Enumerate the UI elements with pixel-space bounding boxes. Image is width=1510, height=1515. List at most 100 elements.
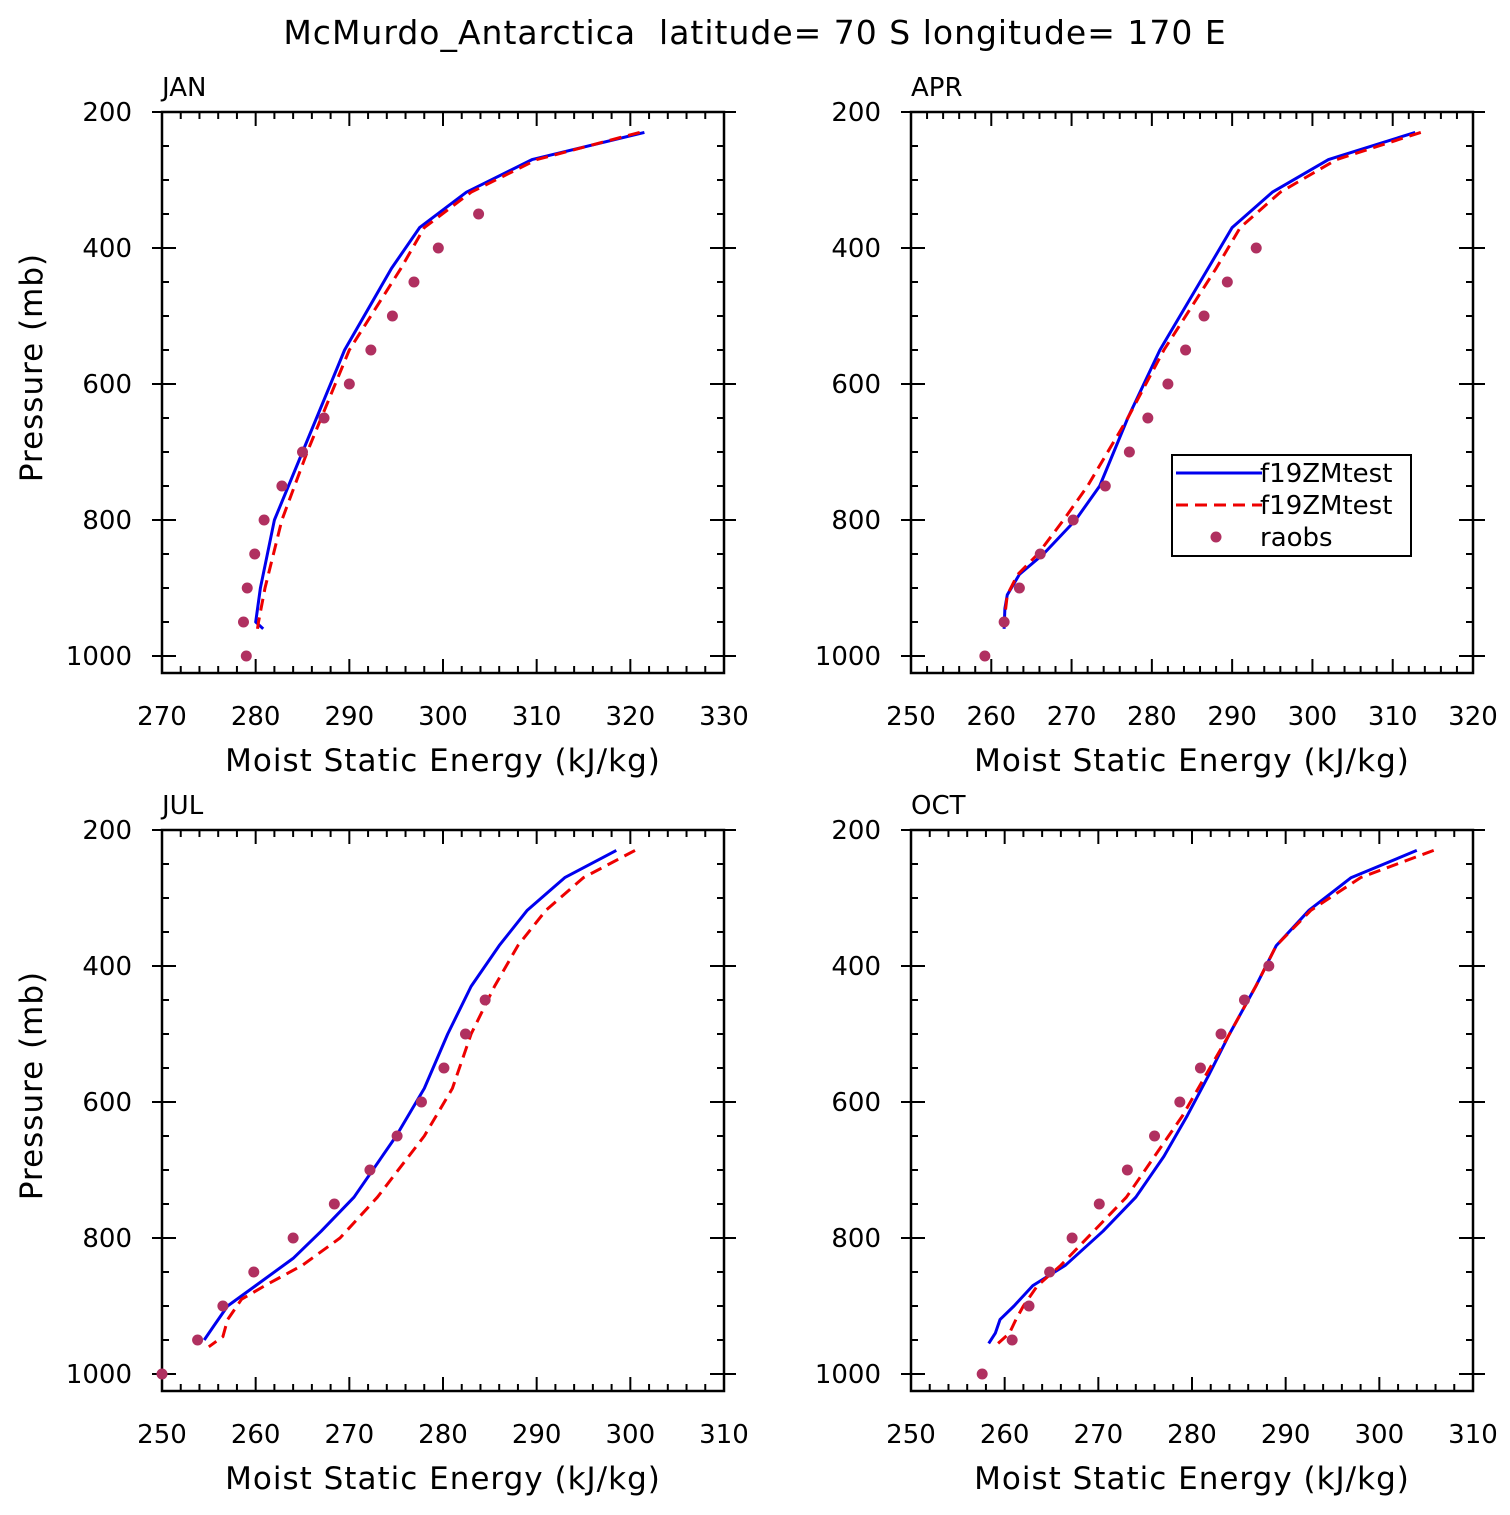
raobs-point [1093,1198,1105,1210]
raobs-point [976,1368,988,1380]
raobs-point [391,1130,403,1142]
x-tick-label: 310 [1448,1420,1498,1450]
x-tick-label: 260 [980,1420,1030,1450]
legend-dot-raobs [1210,531,1222,543]
raobs-point [998,616,1010,628]
y-ticks [152,111,736,657]
raobs-point [1174,1096,1186,1108]
raobs-point [156,1368,168,1380]
y-tick-label: 600 [82,370,132,400]
legend-label: f19ZMtest [1260,459,1392,489]
x-ticks [161,830,725,1391]
x-tick-label: 300 [1355,1420,1405,1450]
y-axis-title: Pressure (mb) [14,253,50,482]
panel-label: JUL [160,791,204,821]
raobs-point [1194,1062,1206,1074]
raobs-point [249,548,261,560]
panel-label: APR [911,73,963,103]
x-tick-label: 250 [886,702,936,732]
series-line-solid [254,130,645,630]
x-ticks [910,830,1474,1391]
x-tick-label: 280 [231,702,281,732]
raobs-point [1238,994,1250,1006]
x-tick-label: 270 [137,702,187,732]
raobs-points [979,242,1262,662]
series-line-solid [1002,130,1416,629]
x-tick-label: 260 [966,702,1016,732]
raobs-points [156,994,491,1380]
x-tick-label: 300 [606,1420,656,1450]
y-ticks [901,111,1485,657]
raobs-point [1142,412,1154,424]
raobs-point [1123,446,1135,458]
y-tick-label: 200 [831,816,881,846]
x-ticks [161,112,725,673]
legend-label: f19ZMtest [1260,491,1392,521]
raobs-point [241,582,253,594]
y-tick-label: 400 [82,952,132,982]
raobs-point [217,1300,229,1312]
y-tick-label: 800 [82,506,132,536]
panel-oct: OCT 250 260 270 280 290 300 310 200 400 600 800 1000… [815,791,1498,1497]
panel-apr: APR 250 260 270 280 290 300 310 320 200 400 600 800 1… [815,73,1498,779]
raobs-point [479,994,491,1006]
y-tick-label: 800 [82,1224,132,1254]
x-tick-label: 310 [1368,702,1418,732]
raobs-point [1149,1130,1161,1142]
y-tick-label: 400 [82,234,132,264]
raobs-points [237,208,485,662]
x-tick-label: 290 [512,1420,562,1450]
raobs-point [1162,378,1174,390]
x-tick-label: 270 [325,1420,375,1450]
raobs-point [1006,1334,1018,1346]
raobs-point [1221,276,1233,288]
y-tick-label: 600 [831,1088,881,1118]
panels-group: JAN 270 280 290 300 310 320 330 200 400 600 800 1000… [14,73,1498,1497]
y-tick-label: 1000 [66,642,132,672]
panel-label: JAN [160,73,206,103]
panel-jan: JAN 270 280 290 300 310 320 330 200 400 600 800 1000… [14,73,749,779]
raobs-point [240,650,252,662]
x-axis-title: Moist Static Energy (kJ/kg) [974,1461,1410,1497]
x-tick-label: 290 [1261,1420,1311,1450]
y-ticks [901,829,1485,1375]
y-tick-label: 600 [82,1088,132,1118]
x-tick-label: 310 [512,702,562,732]
x-tick-label: 270 [1074,1420,1124,1450]
y-tick-label: 200 [831,98,881,128]
raobs-point [438,1062,450,1074]
x-axis-title: Moist Static Energy (kJ/kg) [225,743,661,779]
raobs-point [287,1232,299,1244]
x-tick-label: 280 [418,1420,468,1450]
raobs-point [1250,242,1262,254]
raobs-point [1044,1266,1056,1278]
raobs-point [459,1028,471,1040]
raobs-point [432,242,444,254]
y-tick-label: 600 [831,370,881,400]
raobs-point [1099,480,1111,492]
y-tick-label: 1000 [66,1360,132,1390]
x-tick-label: 320 [1448,702,1498,732]
raobs-point [1013,582,1025,594]
x-tick-label: 290 [325,702,375,732]
raobs-point [328,1198,340,1210]
raobs-point [1023,1300,1035,1312]
raobs-point [1121,1164,1133,1176]
raobs-point [258,514,270,526]
x-tick-label: 270 [1047,702,1097,732]
raobs-point [1198,310,1210,322]
raobs-point [364,1164,376,1176]
raobs-point [408,276,420,288]
y-axis-title: Pressure (mb) [14,971,50,1200]
plot-frame [160,828,726,1393]
raobs-point [979,650,991,662]
chart-title: McMurdo_Antarctica latitude= 70 S longit… [283,13,1226,52]
raobs-point [318,412,330,424]
x-tick-label: 290 [1207,702,1257,732]
raobs-point [1180,344,1192,356]
x-tick-label: 320 [606,702,656,732]
plot-frame [909,828,1475,1393]
series-line-solid [202,849,618,1341]
